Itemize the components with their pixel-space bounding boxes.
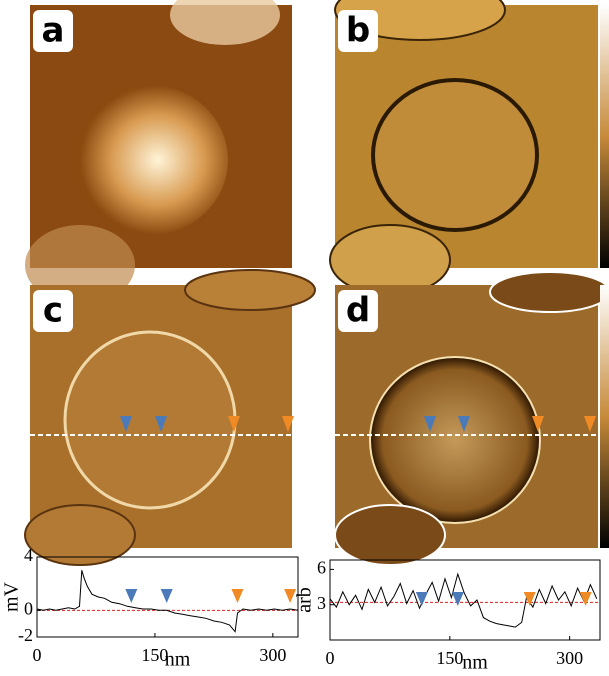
panel-a	[25, 0, 292, 305]
x-tick-label: 150	[436, 648, 463, 668]
plot-frame	[329, 559, 601, 641]
y-axis-label: arb	[294, 587, 316, 613]
y-tick-label: 6	[317, 558, 326, 578]
panel-c	[24, 269, 316, 566]
panel-label: b	[346, 11, 370, 51]
y-tick-label: 4	[24, 545, 33, 565]
x-tick-label: 300	[556, 648, 583, 668]
x-tick-label: 0	[326, 648, 335, 668]
plot-frame	[36, 556, 299, 638]
panel-label: d	[346, 291, 370, 331]
marker	[523, 592, 536, 606]
panel-d	[334, 271, 609, 566]
data-line	[36, 570, 299, 633]
y-tick-label: 3	[317, 593, 326, 613]
panel-b	[329, 0, 609, 296]
marker	[451, 592, 464, 606]
marker	[284, 589, 297, 603]
data-line	[329, 572, 598, 628]
panel-labels: a b c d	[33, 10, 378, 332]
x-axis-label: nm	[165, 649, 191, 671]
y-tick-label: -2	[18, 625, 33, 645]
marker	[415, 592, 428, 606]
marker	[125, 589, 138, 603]
marker	[160, 589, 173, 603]
y-tick-label: 0	[24, 598, 33, 618]
x-axis-label: nm	[462, 652, 488, 671]
x-tick-label: 150	[141, 645, 168, 665]
x-tick-label: 300	[259, 645, 286, 665]
x-tick-label: 0	[33, 645, 42, 665]
panel-label: a	[42, 11, 65, 51]
y-axis-label: mV	[1, 581, 23, 612]
panel-label: c	[43, 291, 63, 331]
marker	[231, 589, 244, 603]
marker	[579, 592, 592, 606]
